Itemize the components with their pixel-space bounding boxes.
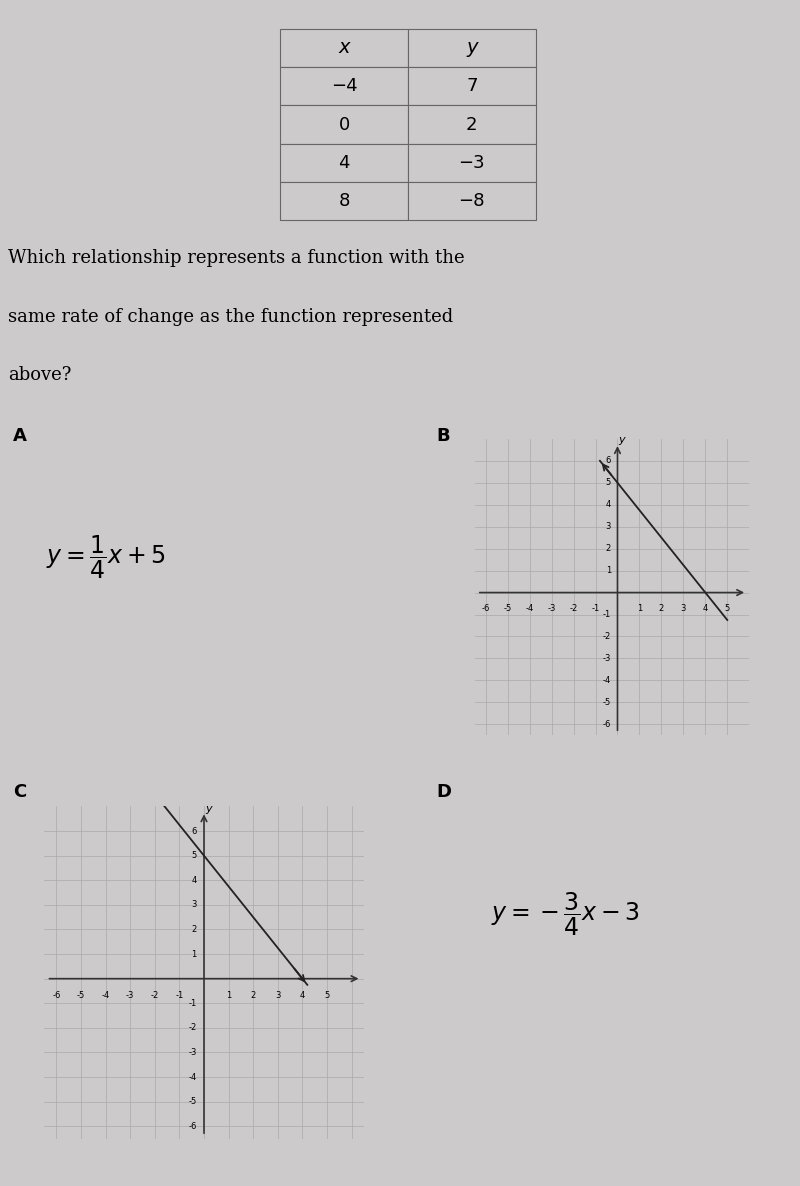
- Text: C: C: [13, 783, 26, 801]
- Text: -3: -3: [126, 991, 134, 1000]
- Text: -5: -5: [503, 604, 512, 612]
- Text: -4: -4: [602, 676, 611, 684]
- Text: $y = -\dfrac{3}{4}x - 3$: $y = -\dfrac{3}{4}x - 3$: [491, 891, 640, 938]
- Text: -5: -5: [188, 1097, 197, 1107]
- Text: -1: -1: [188, 999, 197, 1008]
- Text: -2: -2: [188, 1024, 197, 1032]
- Text: B: B: [437, 427, 450, 445]
- Text: 2: 2: [606, 544, 611, 553]
- Text: 5: 5: [606, 478, 611, 487]
- Text: -5: -5: [77, 991, 85, 1000]
- Text: 5: 5: [191, 852, 197, 860]
- Text: 3: 3: [606, 522, 611, 531]
- Text: -6: -6: [602, 720, 611, 729]
- Text: 2: 2: [250, 991, 256, 1000]
- Text: -5: -5: [602, 697, 611, 707]
- Text: D: D: [437, 783, 452, 801]
- Text: 4: 4: [191, 875, 197, 885]
- Text: y: y: [618, 435, 625, 446]
- Text: -2: -2: [570, 604, 578, 612]
- Text: -4: -4: [526, 604, 534, 612]
- Text: 1: 1: [637, 604, 642, 612]
- Text: 1: 1: [606, 566, 611, 575]
- Text: 2: 2: [658, 604, 664, 612]
- Text: -1: -1: [175, 991, 183, 1000]
- Text: 2: 2: [191, 925, 197, 933]
- Text: 1: 1: [191, 950, 197, 958]
- Text: 3: 3: [681, 604, 686, 612]
- Text: -3: -3: [602, 653, 611, 663]
- Text: 5: 5: [324, 991, 330, 1000]
- Text: -2: -2: [150, 991, 159, 1000]
- Text: 6: 6: [191, 827, 197, 836]
- Text: 6: 6: [606, 457, 611, 465]
- Text: -1: -1: [591, 604, 600, 612]
- Text: -1: -1: [602, 610, 611, 619]
- Text: -6: -6: [188, 1122, 197, 1130]
- Text: Which relationship represents a function with the: Which relationship represents a function…: [8, 249, 465, 267]
- Text: A: A: [13, 427, 26, 445]
- Text: same rate of change as the function represented: same rate of change as the function repr…: [8, 307, 454, 326]
- Text: $y = \dfrac{1}{4}x + 5$: $y = \dfrac{1}{4}x + 5$: [46, 534, 166, 581]
- Text: 4: 4: [300, 991, 305, 1000]
- Text: -6: -6: [52, 991, 61, 1000]
- Text: -4: -4: [188, 1072, 197, 1082]
- Text: -2: -2: [602, 632, 611, 640]
- Text: 1: 1: [226, 991, 231, 1000]
- Text: 4: 4: [606, 500, 611, 509]
- Text: y: y: [206, 804, 212, 814]
- Text: 5: 5: [725, 604, 730, 612]
- Text: -3: -3: [188, 1048, 197, 1057]
- Text: 3: 3: [275, 991, 281, 1000]
- Text: above?: above?: [8, 366, 71, 384]
- Text: 4: 4: [702, 604, 708, 612]
- Text: -3: -3: [547, 604, 556, 612]
- Text: -4: -4: [102, 991, 110, 1000]
- Text: -6: -6: [482, 604, 490, 612]
- Text: 3: 3: [191, 900, 197, 910]
